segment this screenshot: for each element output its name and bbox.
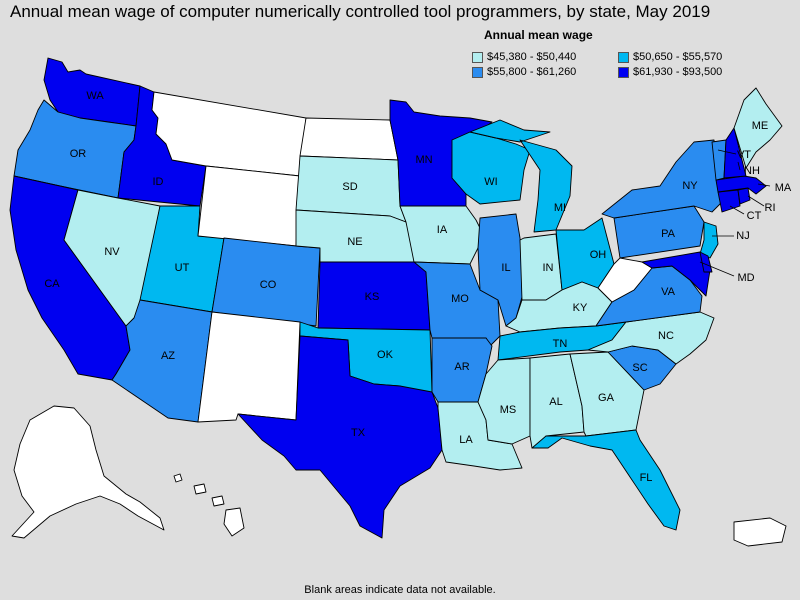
state-label-id: ID <box>153 176 164 188</box>
state-co[interactable] <box>211 237 321 327</box>
state-label-md: MD <box>737 272 754 284</box>
legend-label-4: $61,930 - $93,500 <box>633 66 723 78</box>
state-label-ca: CA <box>44 278 60 290</box>
state-label-mi: MI <box>554 202 566 214</box>
state-ak[interactable] <box>11 405 165 539</box>
state-label-ct: CT <box>747 210 762 222</box>
state-label-ne: NE <box>347 236 362 248</box>
leader-md <box>699 261 735 277</box>
state-label-tx: TX <box>351 427 366 439</box>
state-pr[interactable] <box>733 517 787 547</box>
legend-item-3: $55,800 - $61,260 <box>472 66 576 78</box>
state-label-co: CO <box>260 279 277 291</box>
legend-swatch-2 <box>618 51 629 63</box>
state-label-sc: SC <box>632 362 647 374</box>
footnote: Blank areas indicate data not available. <box>304 584 496 596</box>
state-label-ms: MS <box>500 404 517 416</box>
leader-ri <box>747 195 765 207</box>
state-label-nc: NC <box>658 330 674 342</box>
state-label-oh: OH <box>590 249 607 261</box>
state-label-ga: GA <box>598 392 615 404</box>
state-label-wa: WA <box>86 90 104 102</box>
state-label-il: IL <box>501 262 510 274</box>
state-nd[interactable] <box>299 117 399 161</box>
state-label-az: AZ <box>161 350 175 362</box>
leader-nh <box>737 161 741 171</box>
state-me[interactable] <box>733 87 783 169</box>
state-label-or: OR <box>70 148 87 160</box>
legend-label-1: $45,380 - $50,440 <box>487 51 577 63</box>
state-label-ri: RI <box>765 202 776 214</box>
state-tx[interactable] <box>237 335 443 539</box>
state-label-tn: TN <box>553 338 568 350</box>
state-label-me: ME <box>752 120 769 132</box>
state-label-ia: IA <box>437 224 448 236</box>
state-in[interactable] <box>519 233 563 301</box>
legend-title: Annual mean wage <box>484 28 593 42</box>
state-label-ok: OK <box>377 349 394 361</box>
state-label-va: VA <box>661 286 676 298</box>
state-label-nj: NJ <box>736 230 749 242</box>
state-label-la: LA <box>459 434 473 446</box>
state-label-ar: AR <box>454 361 469 373</box>
state-label-sd: SD <box>342 181 357 193</box>
state-label-ks: KS <box>365 291 380 303</box>
state-label-nh: NH <box>744 165 760 177</box>
state-hi[interactable] <box>173 473 245 537</box>
leader-ma <box>757 183 771 187</box>
legend-item-2: $50,650 - $55,570 <box>618 51 722 63</box>
state-label-mn: MN <box>415 154 432 166</box>
state-label-mo: MO <box>451 293 469 305</box>
legend-swatch-3 <box>472 66 483 78</box>
state-label-ky: KY <box>573 302 588 314</box>
legend-swatch-1 <box>472 51 483 63</box>
leader-vt <box>717 149 737 155</box>
state-label-fl: FL <box>640 472 653 484</box>
state-label-ut: UT <box>175 262 190 274</box>
state-label-vt: VT <box>737 149 751 161</box>
legend-label-2: $50,650 - $55,570 <box>633 51 723 63</box>
legend-item-1: $45,380 - $50,440 <box>472 51 576 63</box>
legend: Annual mean wage $45,380 - $50,440 $50,6… <box>458 28 798 84</box>
state-ct[interactable] <box>717 189 741 213</box>
state-label-pa: PA <box>661 228 676 240</box>
state-nh[interactable] <box>723 127 747 179</box>
state-label-wi: WI <box>484 176 497 188</box>
state-fl[interactable] <box>531 429 681 531</box>
legend-label-3: $55,800 - $61,260 <box>487 66 577 78</box>
leader-ct <box>729 205 745 215</box>
state-label-ma: MA <box>775 182 792 194</box>
legend-swatch-4 <box>618 66 629 78</box>
state-ny[interactable] <box>601 139 725 219</box>
legend-item-4: $61,930 - $93,500 <box>618 66 722 78</box>
state-label-al: AL <box>549 396 562 408</box>
state-label-nv: NV <box>104 246 120 258</box>
state-wy[interactable] <box>197 165 301 247</box>
state-nm[interactable] <box>197 311 301 423</box>
state-nj[interactable] <box>699 221 719 259</box>
state-de[interactable] <box>699 251 713 273</box>
state-label-in: IN <box>543 262 554 274</box>
map-title: Annual mean wage of computer numerically… <box>10 2 711 21</box>
state-label-ny: NY <box>682 180 698 192</box>
